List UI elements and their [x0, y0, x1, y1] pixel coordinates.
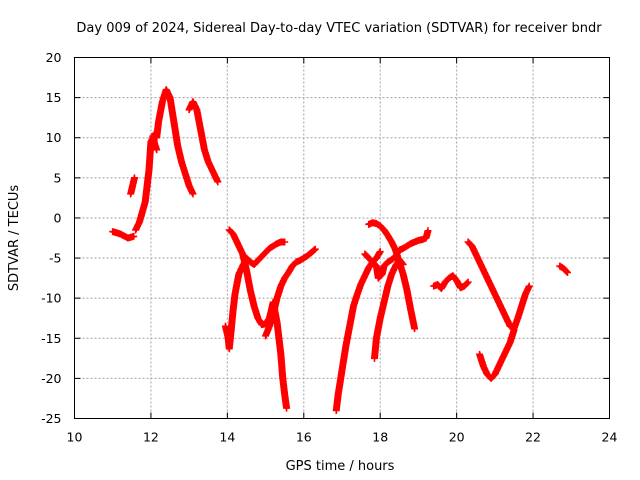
data-point-markers [109, 228, 138, 242]
y-tick-label: 0 [54, 210, 62, 225]
y-axis-label: SDTVAR / TECUs [7, 185, 22, 292]
data-segment [332, 248, 384, 414]
grid-lines [74, 57, 610, 419]
data-point-markers [370, 256, 407, 362]
data-segment [361, 227, 432, 282]
data-point-markers [556, 262, 571, 276]
y-tick-label: -20 [41, 371, 61, 386]
data-point-markers [127, 174, 138, 198]
x-axis-label: GPS time / hours [286, 459, 395, 474]
data-segment [262, 245, 319, 340]
data-point-markers [332, 248, 384, 414]
data-segment [127, 174, 138, 198]
y-tick-label: 20 [46, 50, 62, 65]
data-point-markers [185, 98, 222, 186]
data-segment [132, 86, 197, 234]
tick-labels: 10 12 14 16 18 20 22 24 -25 -20 -15 -10 -5 0 5 10 15 20 [41, 50, 617, 445]
data-series [109, 86, 571, 414]
y-tick-label: 15 [46, 90, 62, 105]
y-tick-label: 10 [46, 130, 62, 145]
data-segment [109, 228, 138, 242]
x-tick-label: 10 [67, 430, 83, 445]
data-point-markers [361, 227, 432, 282]
y-tick-label: 5 [54, 170, 62, 185]
data-segment [476, 326, 518, 382]
x-tick-label: 22 [525, 430, 541, 445]
data-segment [185, 98, 222, 186]
data-segment [221, 322, 233, 346]
y-tick-label: -5 [49, 251, 61, 266]
chart-title: Day 009 of 2024, Sidereal Day-to-day VTE… [76, 21, 602, 36]
data-segment [464, 238, 533, 333]
x-tick-label: 20 [449, 430, 465, 445]
data-segment [430, 272, 472, 293]
x-tick-label: 18 [372, 430, 388, 445]
x-tick-label: 24 [602, 430, 618, 445]
data-point-markers [464, 238, 533, 333]
y-tick-label: -15 [41, 331, 61, 346]
data-point-markers [430, 272, 472, 293]
data-point-markers [132, 86, 197, 234]
data-point-markers [149, 132, 161, 154]
plot-frame [74, 57, 610, 419]
data-segment [556, 262, 571, 276]
x-tick-label: 14 [219, 430, 235, 445]
data-point-markers [262, 245, 319, 340]
data-segment [370, 256, 407, 362]
x-tick-label: 16 [296, 430, 312, 445]
x-tick-label: 12 [143, 430, 159, 445]
data-point-markers [221, 322, 233, 346]
data-segment [149, 132, 161, 154]
y-tick-label: -25 [41, 411, 61, 426]
y-tick-label: -10 [41, 291, 61, 306]
data-point-markers [476, 326, 518, 382]
